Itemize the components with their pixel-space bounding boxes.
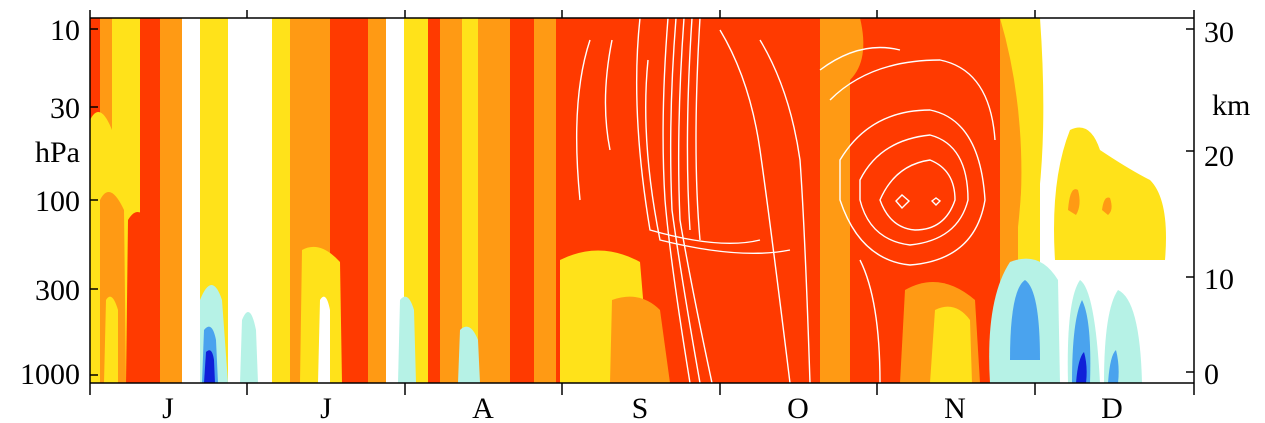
band-15 (440, 18, 462, 383)
right-tick-20: 20 (1204, 140, 1234, 173)
right-tick-30: 30 (1204, 16, 1234, 49)
patch-7 (610, 296, 670, 383)
patch-23 (1010, 280, 1040, 360)
left-tick-1000: 1000 (20, 358, 80, 391)
band-4 (160, 18, 182, 383)
band-12 (386, 18, 404, 383)
patch-30 (240, 18, 272, 148)
month-label-jul: J (320, 392, 332, 423)
patch-17 (1000, 18, 1044, 250)
contour-13 (879, 159, 956, 231)
left-axis-label: hPa (35, 136, 80, 169)
month-label-oct: O (787, 392, 809, 423)
band-21 (668, 18, 790, 383)
right-tick-10: 10 (1204, 263, 1234, 296)
contour-5 (635, 18, 761, 245)
band-22 (790, 18, 820, 383)
patch-13 (104, 296, 118, 383)
contour-11 (839, 109, 986, 266)
right-axis-label: km (1212, 89, 1250, 122)
left-tick-300: 300 (35, 274, 80, 307)
axis-ticks (89, 10, 1195, 395)
patch-21 (1102, 197, 1112, 215)
contour-15 (930, 197, 942, 206)
month-label-nov: N (944, 392, 966, 423)
band-18 (510, 18, 534, 383)
patch-9 (318, 296, 330, 383)
patch-20 (1068, 189, 1080, 215)
contour-1 (669, 18, 701, 383)
contour-4 (695, 18, 701, 241)
patch-5 (458, 326, 480, 383)
left-tick-30: 30 (50, 92, 80, 125)
contour-8 (604, 39, 613, 151)
contour-10 (759, 39, 811, 383)
patch-15 (930, 306, 972, 383)
right-tick-0: 0 (1204, 358, 1219, 391)
month-label-sep: S (632, 392, 649, 423)
contour-6 (645, 59, 791, 255)
contour-17 (859, 259, 881, 383)
month-label-jun: J (162, 392, 174, 423)
month-label-aug: A (472, 392, 494, 423)
contour-18 (819, 46, 901, 71)
contour-9 (719, 29, 791, 383)
patch-18 (820, 18, 864, 80)
plot-area (90, 18, 1194, 383)
contour-14 (895, 194, 911, 210)
band-8 (272, 18, 290, 383)
left-tick-100: 100 (35, 185, 80, 218)
patch-3 (240, 312, 258, 383)
contour-3 (686, 18, 693, 231)
patch-4 (398, 296, 416, 383)
patch-19 (1054, 127, 1166, 260)
patch-2 (204, 350, 215, 383)
month-label-dec: D (1101, 392, 1123, 423)
band-17 (478, 18, 510, 383)
contour-7 (575, 39, 591, 201)
band-19 (534, 18, 556, 383)
band-14 (428, 18, 440, 383)
left-tick-10: 10 (50, 14, 80, 47)
patch-26 (1076, 352, 1087, 383)
contour-lines (575, 18, 996, 383)
band-11 (368, 18, 386, 383)
contour-0 (662, 18, 691, 383)
patch-29 (182, 192, 200, 383)
contour-2 (677, 18, 713, 383)
color-patches (90, 18, 1166, 383)
patch-28 (1108, 350, 1119, 383)
band-16 (462, 18, 478, 383)
contour-12 (859, 134, 969, 246)
patch-12 (126, 212, 154, 383)
contour-16 (829, 59, 996, 141)
